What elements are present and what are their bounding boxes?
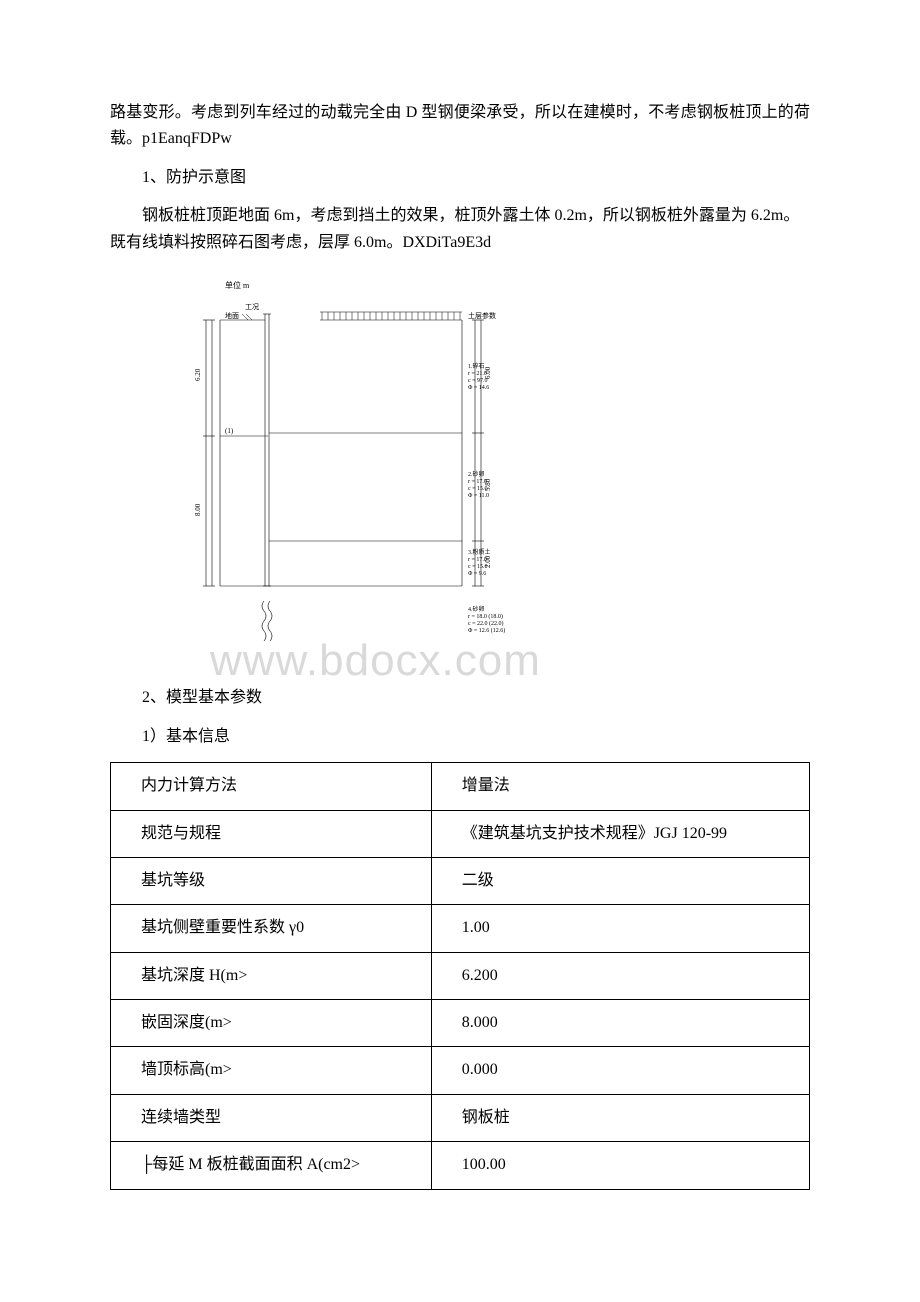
- table-cell-label: ├每延 M 板桩截面面积 A(cm2>: [111, 1142, 432, 1189]
- table-cell-label: 墙顶标高(m>: [111, 1047, 432, 1094]
- heading-diagram-text: 1、防护示意图: [142, 169, 246, 186]
- table-cell-value: 0.000: [431, 1047, 809, 1094]
- table-cell-label: 嵌固深度(m>: [111, 1000, 432, 1047]
- basic-info-table: 内力计算方法 增量法 规范与规程 《建筑基坑支护技术规程》JGJ 120-99 …: [110, 762, 810, 1190]
- layer3-r: r = 17.0: [468, 557, 487, 563]
- heading-model-params-text: 2、模型基本参数: [142, 689, 262, 706]
- top-left-label: 工况: [245, 303, 259, 311]
- table-cell-label: 规范与规程: [111, 810, 432, 857]
- heading-diagram: 1、防护示意图: [110, 165, 810, 191]
- top-left-label2: 地面: [225, 311, 239, 320]
- table-cell-label: 内力计算方法: [111, 763, 432, 810]
- protection-diagram: 单位 m 工况 地面 土层参数 6.20: [170, 276, 810, 655]
- paragraph-3-text: 钢板桩桩顶距地面 6m，考虑到挡土的效果，桩顶外露土体 0.2m，所以钢板桩外露…: [110, 207, 799, 250]
- table-row: 基坑等级 二级: [111, 857, 810, 904]
- table-cell-value: 增量法: [431, 763, 809, 810]
- layer1-phi: Φ = 14.6: [468, 385, 489, 391]
- diagram-svg: 单位 m 工况 地面 土层参数 6.20: [170, 276, 510, 646]
- heading-model-params: 2、模型基本参数: [110, 685, 810, 711]
- table-cell-value: 6.200: [431, 952, 809, 999]
- unit-label: 单位 m: [225, 280, 250, 290]
- heading-basic-info-text: 1）基本信息: [142, 728, 230, 745]
- layer4-title: 4.砂卵: [468, 605, 485, 613]
- layer1-title: 1.碎石: [468, 362, 485, 370]
- table-row: 嵌固深度(m> 8.000: [111, 1000, 810, 1047]
- left-dim-top: 6.20: [194, 368, 202, 381]
- layer1-c: c = 97.0: [468, 378, 488, 384]
- table-row: 墙顶标高(m> 0.000: [111, 1047, 810, 1094]
- table-cell-label: 连续墙类型: [111, 1094, 432, 1141]
- table-cell-label: 基坑等级: [111, 857, 432, 904]
- top-right-label: 土层参数: [468, 311, 496, 320]
- paragraph-3: 钢板桩桩顶距地面 6m，考虑到挡土的效果，桩顶外露土体 0.2m，所以钢板桩外露…: [110, 203, 810, 256]
- layer2-title: 2.砂卵: [468, 470, 485, 478]
- layer3-c: c = 15.0: [468, 564, 488, 570]
- table-row: 基坑侧壁重要性系数 γ0 1.00: [111, 905, 810, 952]
- paragraph-1: 路基变形。考虑到列车经过的动载完全由 D 型钢便梁承受，所以在建模时，不考虑钢板…: [110, 100, 810, 153]
- layer4-r: r = 18.0 (18.0): [468, 613, 503, 620]
- table-cell-label: 基坑侧壁重要性系数 γ0: [111, 905, 432, 952]
- layer2-r: r = 17.0: [468, 479, 487, 485]
- table-cell-value: 1.00: [431, 905, 809, 952]
- table-row: 基坑深度 H(m> 6.200: [111, 952, 810, 999]
- layer3-phi: Φ = 9.6: [468, 571, 486, 577]
- marker-1: (1): [225, 427, 234, 435]
- table-cell-value: 钢板桩: [431, 1094, 809, 1141]
- layer3-title: 3.粉质土: [468, 548, 491, 556]
- layer2-phi: Φ = 11.0: [468, 493, 489, 499]
- table-cell-value: 100.00: [431, 1142, 809, 1189]
- table-cell-value: 8.000: [431, 1000, 809, 1047]
- paragraph-1-text: 路基变形。考虑到列车经过的动载完全由 D 型钢便梁承受，所以在建模时，不考虑钢板…: [110, 104, 810, 147]
- layer1-r: r = 21.0: [468, 371, 487, 377]
- table-row: 规范与规程 《建筑基坑支护技术规程》JGJ 120-99: [111, 810, 810, 857]
- table-row: ├每延 M 板桩截面面积 A(cm2> 100.00: [111, 1142, 810, 1189]
- table-row: 连续墙类型 钢板桩: [111, 1094, 810, 1141]
- left-dim-bottom: 8.00: [194, 503, 202, 516]
- table-row: 内力计算方法 增量法: [111, 763, 810, 810]
- heading-basic-info: 1）基本信息: [110, 724, 810, 750]
- table-cell-label: 基坑深度 H(m>: [111, 952, 432, 999]
- table-cell-value: 《建筑基坑支护技术规程》JGJ 120-99: [431, 810, 809, 857]
- table-cell-value: 二级: [431, 857, 809, 904]
- layer2-c: c = 15.0: [468, 486, 488, 492]
